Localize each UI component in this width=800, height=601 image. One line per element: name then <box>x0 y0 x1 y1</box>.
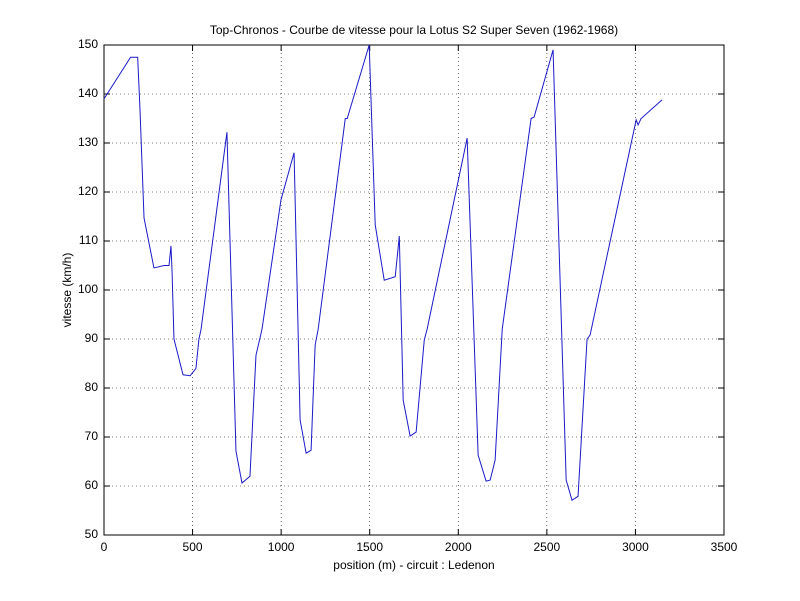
x-axis-label: position (m) - circuit : Ledenon <box>333 558 494 572</box>
y-tick-label: 100 <box>78 282 98 296</box>
y-tick-label: 80 <box>85 380 99 394</box>
y-axis-label: vitesse (km/h) <box>60 253 74 328</box>
x-tick-label: 0 <box>101 540 108 554</box>
y-tick-label: 120 <box>78 184 98 198</box>
y-tick-label: 70 <box>85 429 99 443</box>
x-tick-label: 3000 <box>622 540 649 554</box>
x-tick-label: 2000 <box>445 540 472 554</box>
x-tick-label: 3500 <box>711 540 738 554</box>
y-tick-label: 110 <box>79 233 98 247</box>
y-tick-label: 150 <box>78 37 98 51</box>
y-tick-label: 140 <box>78 86 98 100</box>
plot-frame <box>103 44 725 536</box>
y-tick-label: 90 <box>85 331 99 345</box>
x-tick-label: 500 <box>183 540 203 554</box>
chart-title: Top-Chronos - Courbe de vitesse pour la … <box>210 23 618 37</box>
x-tick-label: 2500 <box>534 540 561 554</box>
speed-line <box>103 44 663 501</box>
y-tick-label: 50 <box>85 527 99 541</box>
y-tick-label: 60 <box>85 478 99 492</box>
y-tick-label: 130 <box>78 135 98 149</box>
x-tick-label: 1000 <box>268 540 295 554</box>
x-tick-label: 1500 <box>356 540 383 554</box>
